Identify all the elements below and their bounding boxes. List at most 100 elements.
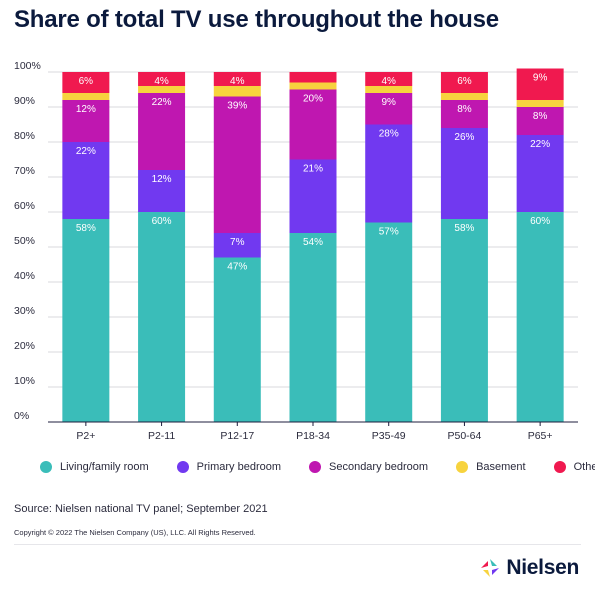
data-label: 8%	[533, 111, 548, 122]
bar-segment	[138, 72, 186, 86]
brand-name: Nielsen	[506, 556, 579, 579]
data-labels: 58% 22% 12% 6% 60% 12% 22% 4% 47% 7% 39% 4% 54% 21% 20…	[76, 73, 550, 273]
bar-segment	[62, 72, 110, 93]
data-label: 60%	[530, 216, 550, 227]
legend-item-living: Living/family room	[40, 461, 149, 473]
legend-item-primary: Primary bedroom	[176, 461, 281, 473]
x-tick-label: P12-17	[220, 430, 254, 442]
data-label: 4%	[381, 76, 396, 87]
data-label: 60%	[152, 216, 172, 227]
bar-segment	[365, 86, 413, 93]
data-label: 22%	[152, 97, 172, 108]
legend-item-secondary: Secondary bedroom	[309, 461, 428, 473]
data-label: 22%	[76, 146, 96, 157]
legend-swatch	[40, 461, 52, 473]
nielsen-logo-icon	[481, 559, 500, 577]
legend-swatch	[309, 461, 321, 473]
bar-segment	[516, 107, 564, 135]
data-label: 6%	[79, 76, 94, 87]
y-tick-label: 80%	[14, 130, 35, 142]
legend-label: Secondary bedroom	[329, 461, 429, 473]
x-tick-label: P50-64	[447, 430, 481, 442]
bar-segment	[365, 93, 413, 125]
data-label: 12%	[76, 104, 96, 115]
bar-segment	[516, 68, 564, 100]
y-tick-label: 30%	[14, 305, 35, 317]
data-label: 8%	[457, 104, 472, 115]
data-label: 21%	[303, 164, 323, 175]
legend-label: Primary bedroom	[196, 461, 281, 473]
data-label: 4%	[154, 76, 169, 87]
y-tick-label: 70%	[14, 165, 35, 177]
data-label: 58%	[76, 223, 96, 234]
y-tick-label: 100%	[14, 60, 41, 72]
bar-segment	[213, 86, 261, 97]
bar-segment	[62, 219, 110, 422]
bar-segment	[138, 86, 186, 93]
x-tick-label: P2-11	[148, 430, 175, 442]
bar-segment	[62, 93, 110, 100]
legend-label: Other	[573, 461, 595, 473]
y-tick-label: 0%	[14, 410, 29, 422]
legend-swatch	[553, 461, 566, 473]
bar-segment	[62, 142, 110, 219]
y-tick-label: 20%	[14, 340, 35, 352]
legend-item-basement: Basement	[456, 461, 526, 473]
divider	[14, 544, 581, 545]
bar-segment	[62, 100, 110, 142]
y-tick-label: 40%	[14, 270, 35, 282]
bar-segment	[289, 72, 337, 83]
bar-segment	[213, 72, 261, 86]
data-label: 58%	[454, 223, 474, 234]
y-tick-label: 50%	[14, 235, 35, 247]
data-label: 12%	[152, 174, 172, 185]
data-label: 39%	[227, 101, 247, 112]
bar-segment	[440, 100, 488, 128]
legend: Living/family room Primary bedroom Secon…	[40, 461, 595, 473]
bar-segment	[213, 233, 261, 258]
bar-segment	[289, 159, 337, 233]
legend-item-other: Other	[553, 461, 595, 473]
brand-logo: Nielsen	[479, 556, 579, 580]
data-label: 7%	[230, 237, 245, 248]
legend-label: Living/family room	[60, 461, 149, 473]
y-tick-label: 60%	[14, 200, 35, 212]
data-label: 9%	[533, 73, 548, 84]
bar-segment	[440, 72, 488, 93]
bar-segment	[213, 257, 261, 422]
data-label: 26%	[454, 132, 474, 143]
chart-title: Share of total TV use throughout the hou…	[14, 6, 499, 33]
source-note: Source: Nielsen national TV panel; Septe…	[14, 503, 268, 515]
bar-segment	[516, 135, 564, 212]
bar-segment	[289, 233, 337, 422]
bar-segment	[289, 89, 337, 160]
data-label: 57%	[379, 227, 399, 238]
bar-segment	[213, 96, 261, 233]
bar-segment	[516, 212, 564, 422]
bar-segment	[365, 124, 413, 223]
data-label: 20%	[303, 94, 323, 105]
x-tick-label: P2+	[76, 430, 95, 442]
bar-segment	[138, 212, 186, 422]
stacked-bar-chart: 58% 22% 12% 6% 60% 12% 22% 4% 47% 7% 39% 4% 54% 21% 20…	[14, 60, 578, 442]
x-tick-label: P35-49	[372, 430, 406, 442]
bar-segment	[440, 128, 488, 219]
axes: 0% 10% 20% 30% 40% 50% 60% 70% 80% 90% 100% P2+ P2-1…	[14, 60, 578, 442]
bar-segment	[365, 222, 413, 422]
legend-swatch	[456, 461, 469, 473]
data-label: 22%	[530, 139, 550, 150]
data-label: 6%	[457, 76, 472, 87]
data-label: 28%	[379, 129, 399, 140]
legend-label: Basement	[476, 461, 526, 473]
bars	[62, 68, 564, 422]
data-label: 47%	[227, 262, 247, 273]
x-tick-label: P65+	[528, 430, 553, 442]
bar-segment	[289, 82, 337, 90]
copyright-note: Copyright © 2022 The Nielsen Company (US…	[14, 528, 256, 537]
bar-segment	[138, 93, 186, 170]
legend-swatch	[176, 461, 189, 473]
data-label: 54%	[303, 237, 323, 248]
data-label: 4%	[230, 76, 245, 87]
x-tick-label: P18-34	[296, 430, 330, 442]
bar-segment	[138, 170, 186, 212]
